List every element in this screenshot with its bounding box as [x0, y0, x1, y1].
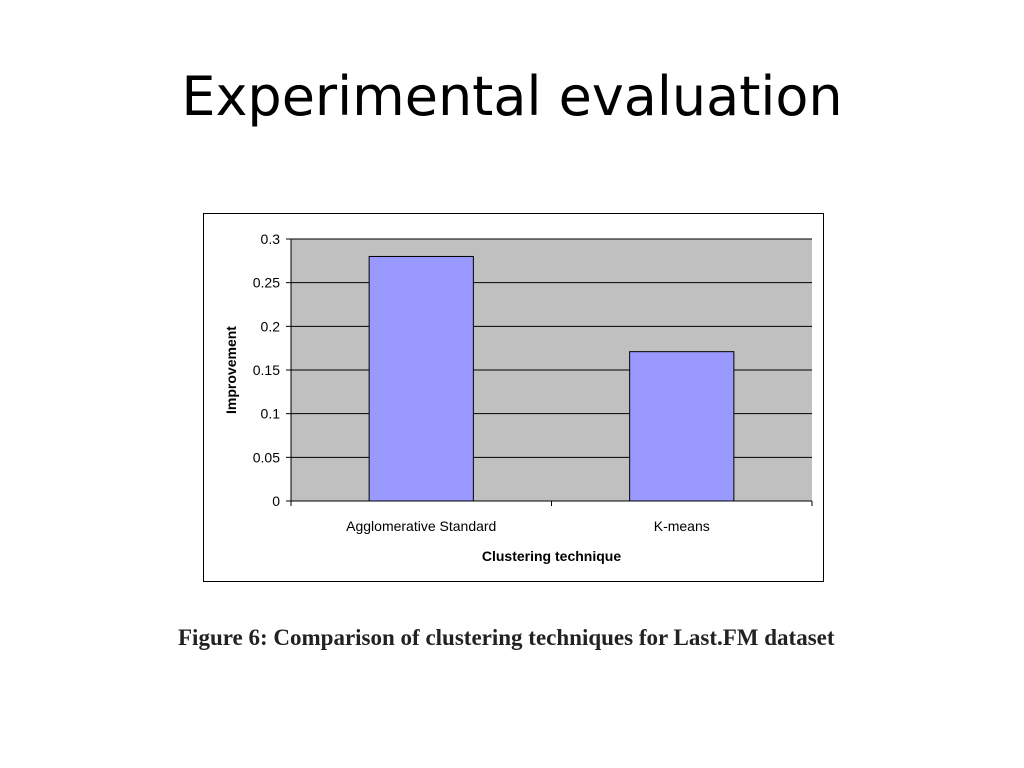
chart-figure: 0 0.05 0.1 0.15 0.2 0.25 0.3 Agglomerative Sta…	[203, 213, 824, 582]
y-tick-label: 0.15	[253, 362, 280, 378]
y-tick-label: 0.2	[261, 318, 281, 334]
x-axis-label: Clustering technique	[482, 548, 621, 564]
y-tick-labels: 0 0.05 0.1 0.15 0.2 0.25 0.3	[253, 231, 280, 509]
bar-chart: 0 0.05 0.1 0.15 0.2 0.25 0.3 Agglomerative Sta…	[203, 213, 824, 582]
bar	[368, 255, 474, 502]
x-tick-label: Agglomerative Standard	[346, 518, 496, 534]
slide-title: Experimental evaluation	[181, 65, 843, 128]
y-tick-label: 0.05	[253, 449, 280, 465]
bar	[629, 351, 735, 502]
y-tick-label: 0.3	[261, 231, 281, 247]
y-tick-label: 0.25	[253, 275, 280, 291]
axes	[286, 238, 813, 506]
y-axis-label: Improvement	[223, 326, 239, 414]
figure-caption: Figure 6: Comparison of clustering techn…	[178, 625, 835, 650]
x-tick-label: K-means	[654, 518, 710, 534]
y-tick-label: 0.1	[261, 406, 281, 422]
bars	[368, 255, 735, 502]
y-tick-label: 0	[272, 493, 280, 509]
x-tick-labels: Agglomerative Standard K-means	[346, 518, 710, 534]
